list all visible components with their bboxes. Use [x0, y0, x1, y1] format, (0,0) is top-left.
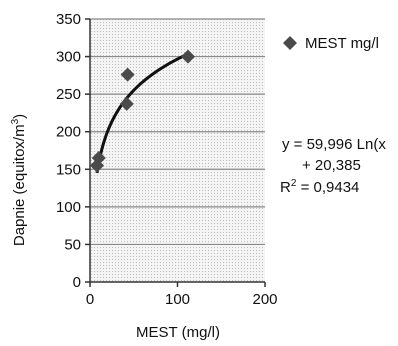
y-axis-label-close: )	[11, 114, 28, 119]
y-tick-label-350: 350	[56, 11, 81, 28]
x-tick-label-0: 0	[86, 291, 94, 308]
x-tick-label-100: 100	[165, 291, 190, 308]
data-point-4	[181, 49, 195, 64]
r-squared-superscript: 2	[291, 178, 297, 189]
data-point-3	[120, 67, 135, 82]
y-tick-label-200: 200	[56, 124, 81, 141]
x-tick-label-200: 200	[252, 291, 277, 308]
equation-line-2: + 20,385	[302, 157, 361, 174]
data-points	[90, 49, 195, 173]
x-axis-label: MEST (mg/l)	[136, 324, 220, 341]
y-axis-label-main: Dapnie (equitox/m	[11, 124, 28, 246]
y-tick-label-300: 300	[56, 49, 81, 66]
legend-label: MEST mg/l	[305, 35, 379, 52]
r-squared-prefix: R	[280, 179, 291, 196]
y-tick-label-0: 0	[73, 274, 81, 291]
legend: MEST mg/l	[283, 35, 379, 52]
gridlines	[90, 18, 265, 246]
y-tick-label-250: 250	[56, 86, 81, 103]
y-tick-label-50: 50	[64, 236, 81, 253]
tick-labels: 0 50 100 150 200 250 300 350 0 100 200	[56, 11, 278, 308]
equation-line-1: y = 59,996 Ln(x	[282, 136, 386, 153]
y-tick-label-150: 150	[56, 161, 81, 178]
trendline-equation: y = 59,996 Ln(x + 20,385 R2 = 0,9434	[280, 136, 386, 196]
trendline	[95, 52, 189, 174]
data-point-2	[119, 96, 134, 111]
plot-area	[90, 19, 265, 282]
y-tick-label-100: 100	[56, 199, 81, 216]
y-axis-label: Dapnie (equitox/m3)	[10, 114, 28, 246]
axes	[85, 18, 266, 287]
r-squared-value: = 0,9434	[296, 179, 359, 196]
y-axis-label-superscript: 3	[10, 118, 21, 124]
data-point-1	[91, 151, 106, 166]
legend-marker-diamond	[283, 36, 297, 50]
r-squared: R2 = 0,9434	[280, 178, 359, 196]
